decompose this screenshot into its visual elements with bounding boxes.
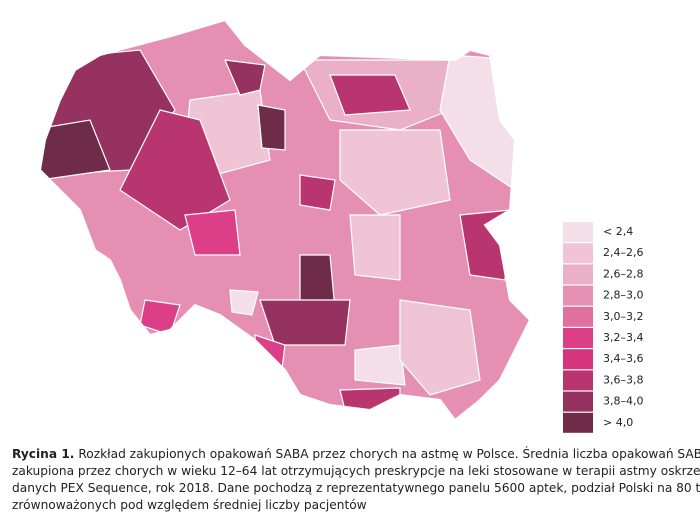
caption-label: Rycina 1. — [12, 447, 75, 461]
caption-text: Rozkład zakupionych opakowań SABA przez … — [78, 447, 700, 461]
region — [299, 174, 336, 211]
region — [257, 104, 286, 151]
region — [259, 299, 351, 346]
legend-label: 2,8–3,0 — [603, 289, 644, 302]
caption-text: zrównoważonych pod względem średniej lic… — [12, 498, 367, 512]
caption-text: danych PEX Sequence, rok 2018. Dane poch… — [12, 481, 700, 495]
legend-swatch — [563, 243, 593, 264]
legend-label: 2,6–2,8 — [603, 267, 644, 280]
legend-swatch — [563, 370, 593, 391]
legend-label: 3,2–3,4 — [603, 331, 644, 344]
caption-line: zrównoważonych pod względem średniej lic… — [12, 497, 692, 514]
legend: < 2,4 2,4–2,6 2,6–2,8 2,8–3,0 3,0–3,2 3,2–3,4… — [563, 222, 644, 433]
region — [40, 119, 111, 181]
legend-label: 3,0–3,2 — [603, 310, 644, 323]
region — [349, 214, 401, 281]
caption-line: danych PEX Sequence, rok 2018. Dane poch… — [12, 480, 700, 497]
region — [229, 289, 259, 316]
region — [339, 129, 451, 216]
region — [184, 209, 241, 256]
legend-label: 3,4–3,6 — [603, 352, 644, 365]
region — [224, 59, 266, 96]
legend-swatch — [563, 264, 593, 285]
legend-label: > 4,0 — [603, 416, 633, 429]
caption-line: Rycina 1. Rozkład zakupionych opakowań S… — [12, 446, 700, 463]
legend-label: < 2,4 — [603, 225, 633, 238]
legend-swatch — [563, 349, 593, 370]
region — [354, 344, 406, 386]
legend-swatch — [563, 328, 593, 348]
country-outline — [38, 18, 532, 422]
map: < 2,4 2,4–2,6 2,6–2,8 2,8–3,0 3,0–3,2 3,2–3,4… — [38, 18, 644, 433]
legend-label: 3,8–4,0 — [603, 395, 644, 408]
caption-line: zakupiona przez chorych w wieku 12–64 la… — [12, 463, 700, 480]
legend-swatch — [563, 285, 593, 306]
legend-swatch — [563, 391, 593, 412]
region — [329, 74, 411, 116]
legend-swatch — [563, 412, 593, 433]
legend-label: 3,6–3,8 — [603, 373, 644, 386]
legend-label: 2,4–2,6 — [603, 246, 644, 259]
legend-swatch — [563, 222, 593, 242]
caption-text: zakupiona przez chorych w wieku 12–64 la… — [12, 464, 700, 478]
caption: Rycina 1. Rozkład zakupionych opakowań S… — [12, 446, 700, 514]
region — [399, 299, 481, 396]
legend-swatch — [563, 306, 593, 327]
